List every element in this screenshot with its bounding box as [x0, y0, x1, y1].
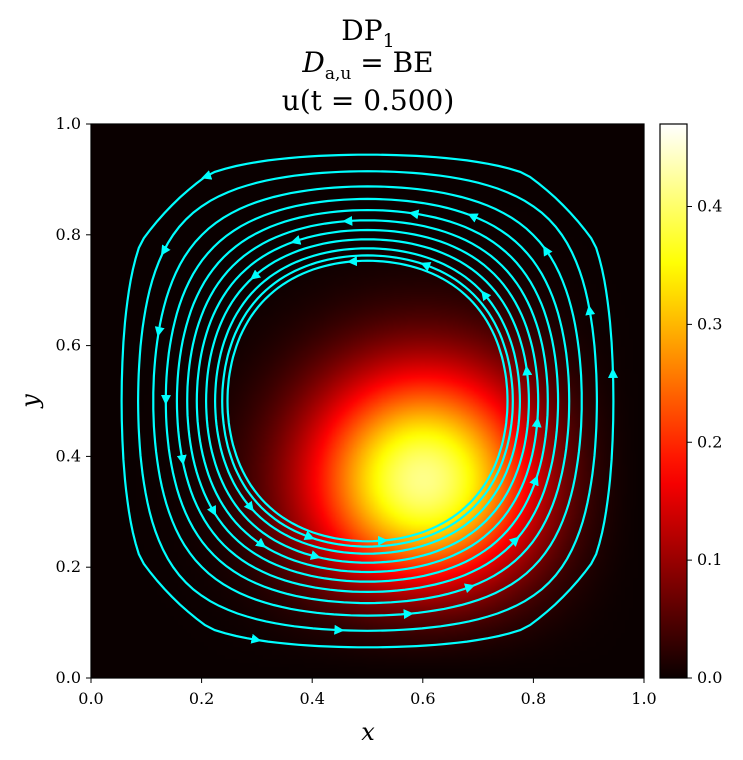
- y-tick-label: 1.0: [56, 114, 81, 133]
- streamline: [213, 247, 522, 555]
- y-tick-label: 0.2: [56, 557, 81, 576]
- y-axis-ticks: 0.0 0.2 0.4 0.6 0.8 1.0: [56, 114, 91, 687]
- colorbar-frame: [659, 123, 688, 679]
- title-line-1: DP1: [341, 14, 394, 52]
- streamline: [204, 238, 531, 564]
- streamlines: [120, 153, 619, 649]
- colorbar-tick-label: 0.4: [697, 197, 722, 216]
- x-tick-label: 1.0: [631, 689, 656, 708]
- x-axis-ticks: 0.0 0.2 0.4 0.6 0.8 1.0: [78, 678, 657, 708]
- streamline: [175, 208, 560, 594]
- x-tick-label: 0.6: [410, 689, 435, 708]
- plot-frame: [90, 123, 645, 679]
- chart-title: DP1 Da,u = BE u(t = 0.500): [282, 14, 455, 117]
- x-tick-label: 0.2: [189, 689, 214, 708]
- y-tick-label: 0.8: [56, 225, 81, 244]
- x-tick-label: 0.4: [299, 689, 324, 708]
- title-line-3: u(t = 0.500): [282, 84, 455, 117]
- colorbar-tick-label: 0.3: [697, 314, 722, 333]
- y-tick-label: 0.0: [56, 668, 81, 687]
- x-tick-label: 0.8: [521, 689, 546, 708]
- x-tick-label: 0.0: [78, 689, 103, 708]
- streamline: [195, 228, 540, 574]
- colorbar-tick-label: 0.0: [697, 668, 722, 687]
- y-axis-label: y: [16, 394, 44, 409]
- y-tick-label: 0.4: [56, 446, 81, 465]
- streamline: [136, 170, 599, 632]
- colorbar-tick-label: 0.2: [697, 432, 722, 451]
- streamline: [221, 254, 514, 548]
- x-axis-label: x: [361, 718, 375, 746]
- streamline: [152, 185, 583, 617]
- colorbar: 0.0 0.1 0.2 0.3 0.4: [659, 123, 722, 687]
- title-line-2: Da,u = BE: [301, 46, 433, 84]
- heatmap-field: [91, 124, 644, 678]
- y-tick-label: 0.6: [56, 336, 81, 355]
- colorbar-gradient: [660, 124, 687, 678]
- streamline: [120, 153, 615, 649]
- streamline: [186, 219, 549, 583]
- colorbar-tick-label: 0.1: [697, 550, 722, 569]
- plot-area: [91, 124, 644, 678]
- streamline: [226, 259, 509, 543]
